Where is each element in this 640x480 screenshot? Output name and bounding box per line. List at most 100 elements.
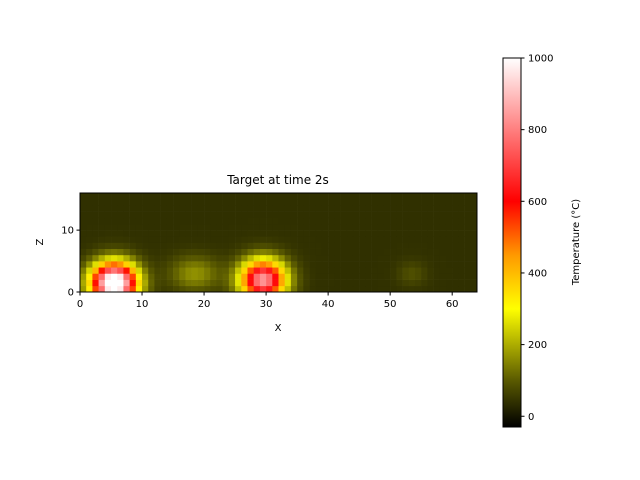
heatmap-cell: [402, 279, 410, 287]
heatmap-cell: [111, 254, 118, 262]
heatmap-cell: [166, 217, 174, 225]
heatmap-cell: [359, 193, 366, 200]
heatmap-cell: [235, 223, 242, 231]
heatmap-cell: [92, 205, 99, 212]
heatmap-cell: [86, 230, 93, 237]
heatmap-cell: [191, 285, 199, 293]
heatmap-cell: [340, 248, 348, 256]
heatmap-cell: [204, 279, 211, 287]
heatmap-cell: [352, 193, 360, 200]
heatmap-cell: [334, 217, 341, 225]
x-axis-ticks: 0 10 20 30 40 50 60: [77, 292, 459, 310]
heatmap-cell: [210, 223, 217, 231]
heatmap-cell: [266, 193, 273, 200]
heatmap-cell: [154, 261, 161, 268]
heatmap-cell: [445, 267, 453, 274]
heatmap-cell: [439, 211, 447, 219]
heatmap-cell: [290, 261, 298, 268]
heatmap-cell: [129, 242, 137, 249]
heatmap-cell: [216, 279, 223, 287]
heatmap-cell: [390, 236, 397, 243]
heatmap-cell: [328, 230, 335, 237]
heatmap-cell: [346, 211, 354, 219]
heatmap-cell: [253, 261, 261, 268]
heatmap-cell: [222, 267, 230, 274]
heatmap-cell: [402, 267, 410, 274]
heatmap-cell: [166, 211, 174, 219]
heatmap-cell: [253, 254, 261, 262]
heatmap-cell: [439, 230, 447, 237]
heatmap-cell: [321, 205, 329, 212]
heatmap-cell: [365, 236, 372, 243]
heatmap-cell: [359, 273, 366, 280]
heatmap-cell: [383, 285, 391, 293]
heatmap-cell: [80, 254, 87, 262]
heatmap-cell: [259, 193, 267, 200]
heatmap-cell: [185, 205, 192, 212]
heatmap-cell: [445, 242, 453, 249]
heatmap-cell: [340, 285, 348, 293]
heatmap-cell: [365, 217, 372, 225]
heatmap-cell: [371, 193, 379, 200]
heatmap-cell: [117, 279, 124, 287]
heatmap-cell: [433, 230, 441, 237]
heatmap-cell: [160, 273, 168, 280]
heatmap-cell: [315, 248, 323, 256]
heatmap-cell: [210, 285, 217, 293]
heatmap-cell: [235, 211, 242, 219]
heatmap-cell: [458, 223, 465, 231]
heatmap-cell: [297, 217, 304, 225]
heatmap-cell: [247, 248, 254, 256]
heatmap-cell: [216, 193, 223, 200]
heatmap-cell: [315, 193, 323, 200]
heatmap-cell: [390, 279, 397, 287]
heatmap-cell: [179, 236, 186, 243]
heatmap-cell: [228, 248, 236, 256]
heatmap-cell: [86, 279, 93, 287]
heatmap-cell: [272, 242, 279, 249]
heatmap-cell: [204, 267, 211, 274]
heatmap-cell: [266, 267, 273, 274]
heatmap-cell: [142, 261, 149, 268]
heatmap-cell: [396, 254, 403, 262]
heatmap-cell: [191, 199, 199, 206]
heatmap-cell: [303, 279, 310, 287]
heatmap-cell: [129, 273, 137, 280]
x-tick-label: 40: [322, 299, 335, 310]
heatmap-cell: [173, 242, 180, 249]
heatmap-cell: [154, 230, 161, 237]
heatmap-cell: [309, 273, 317, 280]
heatmap-cell: [191, 236, 199, 243]
heatmap-cell: [235, 217, 242, 225]
heatmap-cell: [247, 267, 254, 274]
heatmap-cell: [259, 230, 267, 237]
heatmap-cell: [247, 279, 254, 287]
heatmap-cell: [204, 261, 211, 268]
heatmap-cell: [197, 199, 205, 206]
heatmap-cell: [129, 236, 137, 243]
x-tick-label: 30: [260, 299, 273, 310]
heatmap-cell: [204, 242, 211, 249]
heatmap-cell: [290, 230, 298, 237]
colorbar-tick-label: 1000: [528, 54, 553, 65]
heatmap-cell: [204, 254, 211, 262]
heatmap-cell: [173, 248, 180, 256]
heatmap-cell: [452, 230, 459, 237]
heatmap-cell: [241, 211, 248, 219]
heatmap-cell: [346, 230, 354, 237]
heatmap-cell: [185, 223, 192, 231]
heatmap-cell: [179, 211, 186, 219]
heatmap-cell: [290, 236, 298, 243]
heatmap-cell: [315, 199, 323, 206]
heatmap-cell: [173, 211, 180, 219]
heatmap-cell: [433, 254, 441, 262]
heatmap-cell: [117, 236, 124, 243]
heatmap-cell: [253, 193, 261, 200]
heatmap-cell: [433, 217, 441, 225]
heatmap-cell: [334, 205, 341, 212]
heatmap-cell: [340, 279, 348, 287]
heatmap-cell: [340, 242, 348, 249]
heatmap-cell: [117, 230, 124, 237]
heatmap-cell: [439, 273, 447, 280]
heatmap-cell: [247, 242, 254, 249]
